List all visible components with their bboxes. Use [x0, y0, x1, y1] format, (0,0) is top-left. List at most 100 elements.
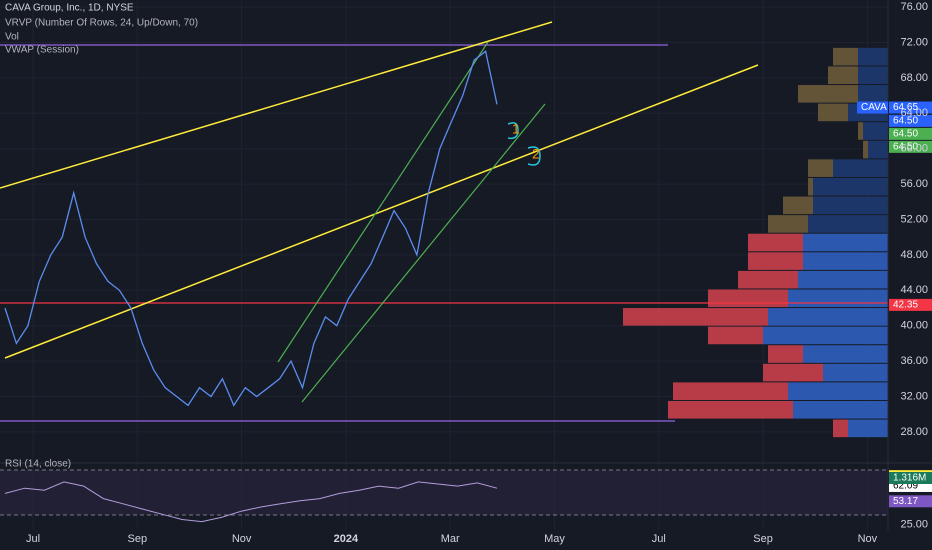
- rsi-band: [0, 470, 888, 515]
- price-line: [4, 50, 498, 407]
- price-tag: [889, 114, 932, 127]
- green-channel-upper: [277, 41, 489, 363]
- vp-up: [793, 400, 888, 419]
- y-tick-label: 44.00: [900, 284, 928, 296]
- volume-tag-label: 1.316M: [893, 473, 926, 484]
- vp-up: [813, 177, 888, 196]
- vp-up: [763, 326, 888, 345]
- vp-up: [808, 215, 888, 233]
- vp-down: [833, 419, 848, 438]
- vp-up: [863, 122, 888, 140]
- symbol: CAVA Group, Inc., 1D, NYSE: [5, 3, 134, 14]
- y-tick-label: 76.00: [900, 1, 928, 13]
- vp-down: [863, 140, 868, 159]
- vp-down: [748, 233, 803, 252]
- vp-up: [798, 270, 888, 289]
- y-tick-label: 68.00: [900, 72, 928, 84]
- price-tag-label: 42.35: [893, 300, 918, 311]
- vp-up: [803, 233, 888, 252]
- vp-down: [798, 85, 858, 103]
- vp-up: [858, 66, 888, 85]
- annotation-label: 2: [532, 146, 540, 162]
- channel-upper: [0, 21, 553, 189]
- x-tick-label: Jul: [26, 533, 40, 545]
- indicator: VRVP (Number Of Rows, 24, Up/Down, 70): [5, 18, 198, 29]
- vp-down: [828, 66, 858, 85]
- vp-up: [848, 419, 888, 438]
- volume-tag: [889, 472, 932, 484]
- price-tag: [889, 140, 932, 153]
- vp-down: [768, 345, 803, 363]
- vp-up: [803, 252, 888, 270]
- price-tag-label: 64.50: [893, 129, 918, 140]
- symbol-tag: [857, 101, 888, 114]
- price-tag-label: 64.65: [893, 102, 918, 113]
- x-tick-label: Nov: [232, 533, 252, 545]
- vp-down: [763, 363, 823, 382]
- green-channel-lower: [301, 103, 546, 403]
- x-tick-label: Sep: [128, 533, 148, 545]
- y-tick-label: 64.00: [900, 107, 928, 119]
- vp-down: [748, 252, 803, 270]
- y-tick-label: 56.00: [900, 178, 928, 190]
- price-tag: [889, 127, 932, 140]
- price-tag-label: 64.50: [893, 142, 918, 153]
- rsi-tag: [889, 495, 932, 508]
- x-tick-label: Nov: [858, 533, 878, 545]
- x-tick-label: Jul: [652, 533, 666, 545]
- vp-down: [708, 289, 788, 308]
- vp-up: [788, 382, 888, 400]
- y-tick-label: 52.00: [900, 213, 928, 225]
- x-tick-label: May: [544, 533, 565, 545]
- vp-up: [833, 159, 888, 177]
- price-tag-label: 64.50: [893, 116, 918, 127]
- vp-down: [833, 47, 858, 66]
- y-tick-label: 40.00: [900, 320, 928, 332]
- y-tick-label: 48.00: [900, 249, 928, 261]
- y-tick-label: 36.00: [900, 355, 928, 367]
- vp-down: [738, 270, 798, 289]
- indicator: Vol: [5, 32, 19, 43]
- annotation-circle: [507, 122, 519, 140]
- vp-up: [768, 308, 888, 326]
- y-tick-label: 28.00: [900, 426, 928, 438]
- vp-up: [858, 47, 888, 66]
- y-tick-label: 60.00: [900, 143, 928, 155]
- vp-up: [813, 196, 888, 215]
- vp-up: [803, 345, 888, 363]
- x-axis: 28.00 32.00 36.00 40.00 44.00 48.00 52.00 56.00…: [26, 1, 928, 545]
- volume-profile: [623, 47, 888, 438]
- x-tick-label: 2024: [334, 533, 359, 545]
- vp-up: [788, 289, 888, 308]
- indicator: VWAP (Session): [5, 45, 79, 56]
- vp-down: [808, 177, 813, 196]
- symbol-tag-label: CAVA: [861, 102, 887, 113]
- x-tick-label: Sep: [753, 533, 773, 545]
- annotation-label: 1: [512, 121, 520, 137]
- channel-lower: [4, 64, 759, 359]
- vp-up: [823, 363, 888, 382]
- price-tag: [889, 298, 932, 311]
- vp-down: [623, 308, 768, 326]
- rsi-tag-label: 53.17: [893, 496, 918, 507]
- price-tags: 65.7362.0953.1764.65CAVA64.5064.5064.504…: [857, 101, 932, 508]
- vp-up: [858, 85, 888, 103]
- vp-down: [668, 400, 793, 419]
- rsi-title: RSI (14, close): [5, 459, 71, 470]
- vp-up: [868, 140, 888, 159]
- vp-down: [673, 382, 788, 400]
- price-tag: [889, 101, 932, 114]
- y-tick-label: 32.00: [900, 390, 928, 402]
- vp-down: [808, 159, 833, 177]
- vp-down: [783, 196, 813, 215]
- rsi-tick-label: 25.00: [900, 519, 928, 531]
- rsi-line: [4, 481, 498, 523]
- vp-down: [858, 122, 863, 140]
- vp-down: [818, 103, 848, 122]
- vp-down: [708, 326, 763, 345]
- annotation-circle: [527, 146, 541, 166]
- x-tick-label: Mar: [441, 533, 460, 545]
- y-tick-label: 72.00: [900, 36, 928, 48]
- vp-down: [768, 215, 808, 233]
